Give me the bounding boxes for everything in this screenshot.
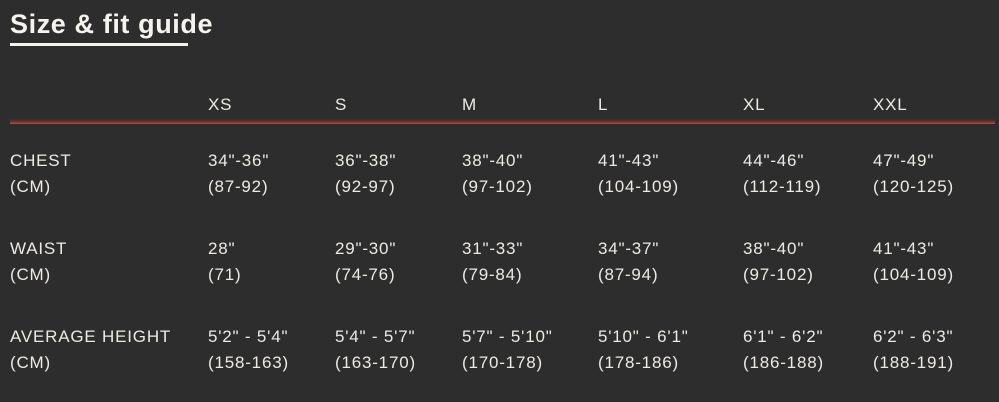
table-row-waist: WAIST (CM) 28" (71) 29"-30" (74-76) 31"-… bbox=[10, 236, 999, 288]
cell-value: 29"-30" bbox=[335, 239, 397, 258]
header-accent-line bbox=[10, 119, 995, 124]
cell-chest-xs: 34"-36" (87-92) bbox=[208, 148, 335, 200]
cell-metric: (188-191) bbox=[873, 353, 954, 372]
cell-value: 44"-46" bbox=[743, 151, 805, 170]
row-label-text: AVERAGE HEIGHT bbox=[10, 327, 172, 346]
size-table-header: XS S M L XL XXL bbox=[10, 95, 999, 115]
cell-value: 41"-43" bbox=[598, 151, 660, 170]
cell-height-l: 5'10" - 6'1" (178-186) bbox=[598, 324, 743, 376]
cell-metric: (104-109) bbox=[598, 177, 679, 196]
cell-value: 38"-40" bbox=[743, 239, 805, 258]
cell-metric: (87-92) bbox=[208, 177, 269, 196]
cell-value: 34"-37" bbox=[598, 239, 660, 258]
cell-height-m: 5'7" - 5'10" (170-178) bbox=[462, 324, 598, 376]
cell-metric: (92-97) bbox=[335, 177, 396, 196]
row-unit-text: (CM) bbox=[10, 177, 51, 196]
cell-value: 38"-40" bbox=[462, 151, 524, 170]
cell-metric: (170-178) bbox=[462, 353, 543, 372]
cell-waist-l: 34"-37" (87-94) bbox=[598, 236, 743, 288]
cell-value: 41"-43" bbox=[873, 239, 935, 258]
cell-metric: (97-102) bbox=[462, 177, 533, 196]
cell-value: 5'10" - 6'1" bbox=[598, 327, 689, 346]
cell-height-xs: 5'2" - 5'4" (158-163) bbox=[208, 324, 335, 376]
cell-height-s: 5'4" - 5'7" (163-170) bbox=[335, 324, 462, 376]
cell-metric: (71) bbox=[208, 265, 242, 284]
row-unit-text: (CM) bbox=[10, 353, 51, 372]
page-title: Size & fit guide bbox=[10, 9, 214, 39]
column-header-m: M bbox=[462, 95, 477, 114]
cell-value: 31"-33" bbox=[462, 239, 524, 258]
row-unit-text: (CM) bbox=[10, 265, 51, 284]
cell-value: 5'7" - 5'10" bbox=[462, 327, 553, 346]
cell-value: 28" bbox=[208, 239, 236, 258]
cell-waist-xs: 28" (71) bbox=[208, 236, 335, 288]
cell-value: 5'4" - 5'7" bbox=[335, 327, 416, 346]
cell-waist-s: 29"-30" (74-76) bbox=[335, 236, 462, 288]
cell-value: 5'2" - 5'4" bbox=[208, 327, 289, 346]
cell-waist-xxl: 41"-43" (104-109) bbox=[873, 236, 999, 288]
column-header-xxl: XXL bbox=[873, 95, 908, 114]
cell-waist-xl: 38"-40" (97-102) bbox=[743, 236, 873, 288]
cell-height-xl: 6'1" - 6'2" (186-188) bbox=[743, 324, 873, 376]
row-label: CHEST (CM) bbox=[10, 148, 208, 200]
cell-metric: (163-170) bbox=[335, 353, 416, 372]
row-label: WAIST (CM) bbox=[10, 236, 208, 288]
cell-height-xxl: 6'2" - 6'3" (188-191) bbox=[873, 324, 999, 376]
column-header-l: L bbox=[598, 95, 609, 114]
cell-metric: (186-188) bbox=[743, 353, 824, 372]
row-label: AVERAGE HEIGHT (CM) bbox=[10, 324, 208, 376]
column-header-xs: XS bbox=[208, 95, 233, 114]
cell-chest-xl: 44"-46" (112-119) bbox=[743, 148, 873, 200]
cell-value: 34"-36" bbox=[208, 151, 270, 170]
table-row-chest: CHEST (CM) 34"-36" (87-92) 36"-38" (92-9… bbox=[10, 148, 999, 200]
cell-metric: (74-76) bbox=[335, 265, 396, 284]
cell-value: 47"-49" bbox=[873, 151, 935, 170]
cell-waist-m: 31"-33" (79-84) bbox=[462, 236, 598, 288]
cell-metric: (120-125) bbox=[873, 177, 954, 196]
cell-chest-m: 38"-40" (97-102) bbox=[462, 148, 598, 200]
column-header-s: S bbox=[335, 95, 348, 114]
table-row-average-height: AVERAGE HEIGHT (CM) 5'2" - 5'4" (158-163… bbox=[10, 324, 999, 376]
title-underline bbox=[10, 43, 188, 46]
cell-metric: (178-186) bbox=[598, 353, 679, 372]
cell-value: 6'1" - 6'2" bbox=[743, 327, 824, 346]
column-header-xl: XL bbox=[743, 95, 766, 114]
row-label-text: CHEST bbox=[10, 151, 72, 170]
cell-chest-s: 36"-38" (92-97) bbox=[335, 148, 462, 200]
row-label-text: WAIST bbox=[10, 239, 68, 258]
cell-value: 6'2" - 6'3" bbox=[873, 327, 954, 346]
cell-value: 36"-38" bbox=[335, 151, 397, 170]
cell-chest-xxl: 47"-49" (120-125) bbox=[873, 148, 999, 200]
cell-chest-l: 41"-43" (104-109) bbox=[598, 148, 743, 200]
cell-metric: (97-102) bbox=[743, 265, 814, 284]
cell-metric: (87-94) bbox=[598, 265, 659, 284]
cell-metric: (112-119) bbox=[743, 177, 822, 196]
cell-metric: (79-84) bbox=[462, 265, 523, 284]
cell-metric: (104-109) bbox=[873, 265, 954, 284]
cell-metric: (158-163) bbox=[208, 353, 289, 372]
